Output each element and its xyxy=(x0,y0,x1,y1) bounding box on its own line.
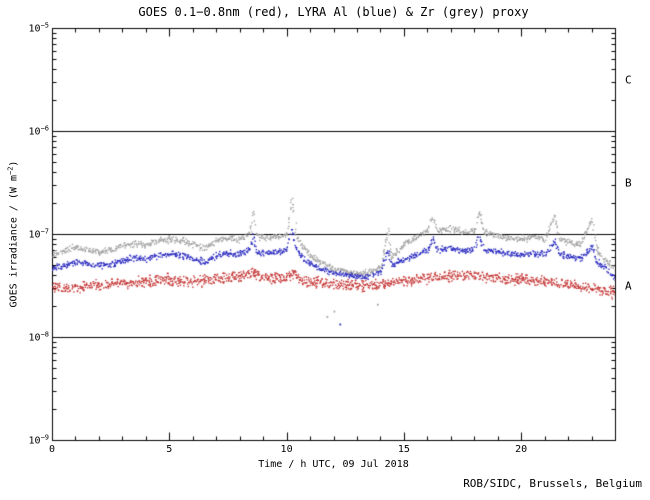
flare-class-label: C xyxy=(625,73,632,86)
x-tick-label: 15 xyxy=(397,444,410,455)
y-tick-label: 10−5 xyxy=(28,21,49,35)
x-axis-label: Time / h UTC, 09 Jul 2018 xyxy=(258,459,409,470)
x-tick-label: 0 xyxy=(48,444,56,455)
x-tick-label: 10 xyxy=(280,444,293,455)
y-axis-label-prefix: GOES irradiance / (W m xyxy=(8,175,20,308)
flare-class-label: A xyxy=(625,279,632,292)
credit-text: ROB/SIDC, Brussels, Belgium xyxy=(463,477,642,490)
x-tick-label: 20 xyxy=(515,444,528,455)
y-axis-label-exponent: −2 xyxy=(6,166,15,176)
flare-class-label: B xyxy=(625,176,632,189)
y-tick-label: 10−6 xyxy=(28,124,49,138)
y-tick-label: 10−7 xyxy=(28,227,49,241)
y-tick-label: 10−9 xyxy=(28,433,49,447)
x-tick-label: 5 xyxy=(166,444,173,455)
y-tick-label: 10−8 xyxy=(28,330,49,344)
chart-title: GOES 0.1−0.8nm (red), LYRA Al (blue) & Z… xyxy=(138,5,529,19)
y-axis-label-suffix: ) xyxy=(8,160,20,167)
